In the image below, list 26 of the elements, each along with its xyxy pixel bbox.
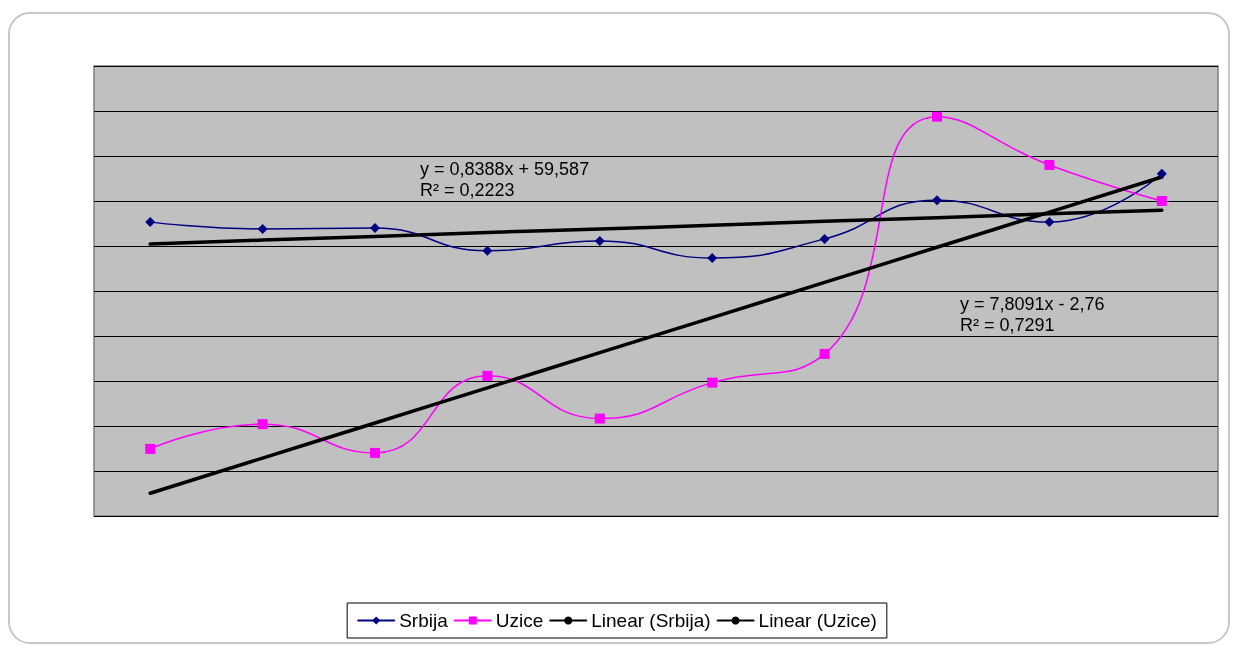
point — [482, 370, 493, 381]
legend-label: Linear (Uzice) — [758, 610, 877, 631]
legend-label: Linear (Srbija) — [591, 610, 711, 631]
point — [370, 447, 380, 458]
point — [707, 253, 718, 264]
point — [145, 443, 156, 454]
point — [819, 348, 830, 359]
point — [594, 413, 605, 424]
legend-label: Srbija — [399, 610, 449, 631]
annotation: y = 7,8091x - 2,76 R² = 0,7291 — [960, 293, 1105, 335]
point — [257, 223, 268, 234]
point — [594, 235, 605, 246]
point — [1156, 168, 1167, 179]
point — [932, 111, 942, 122]
point — [370, 223, 380, 234]
point — [1156, 195, 1167, 206]
point — [932, 195, 942, 206]
legend-label: Uzice — [495, 610, 544, 631]
annotation: y = 0,8388x + 59,587 R² = 0,2223 — [420, 158, 590, 200]
point — [707, 377, 718, 388]
point — [819, 233, 830, 244]
point — [1044, 217, 1055, 228]
point — [257, 419, 268, 430]
point — [145, 217, 156, 228]
point — [1044, 160, 1055, 171]
point — [482, 245, 493, 256]
